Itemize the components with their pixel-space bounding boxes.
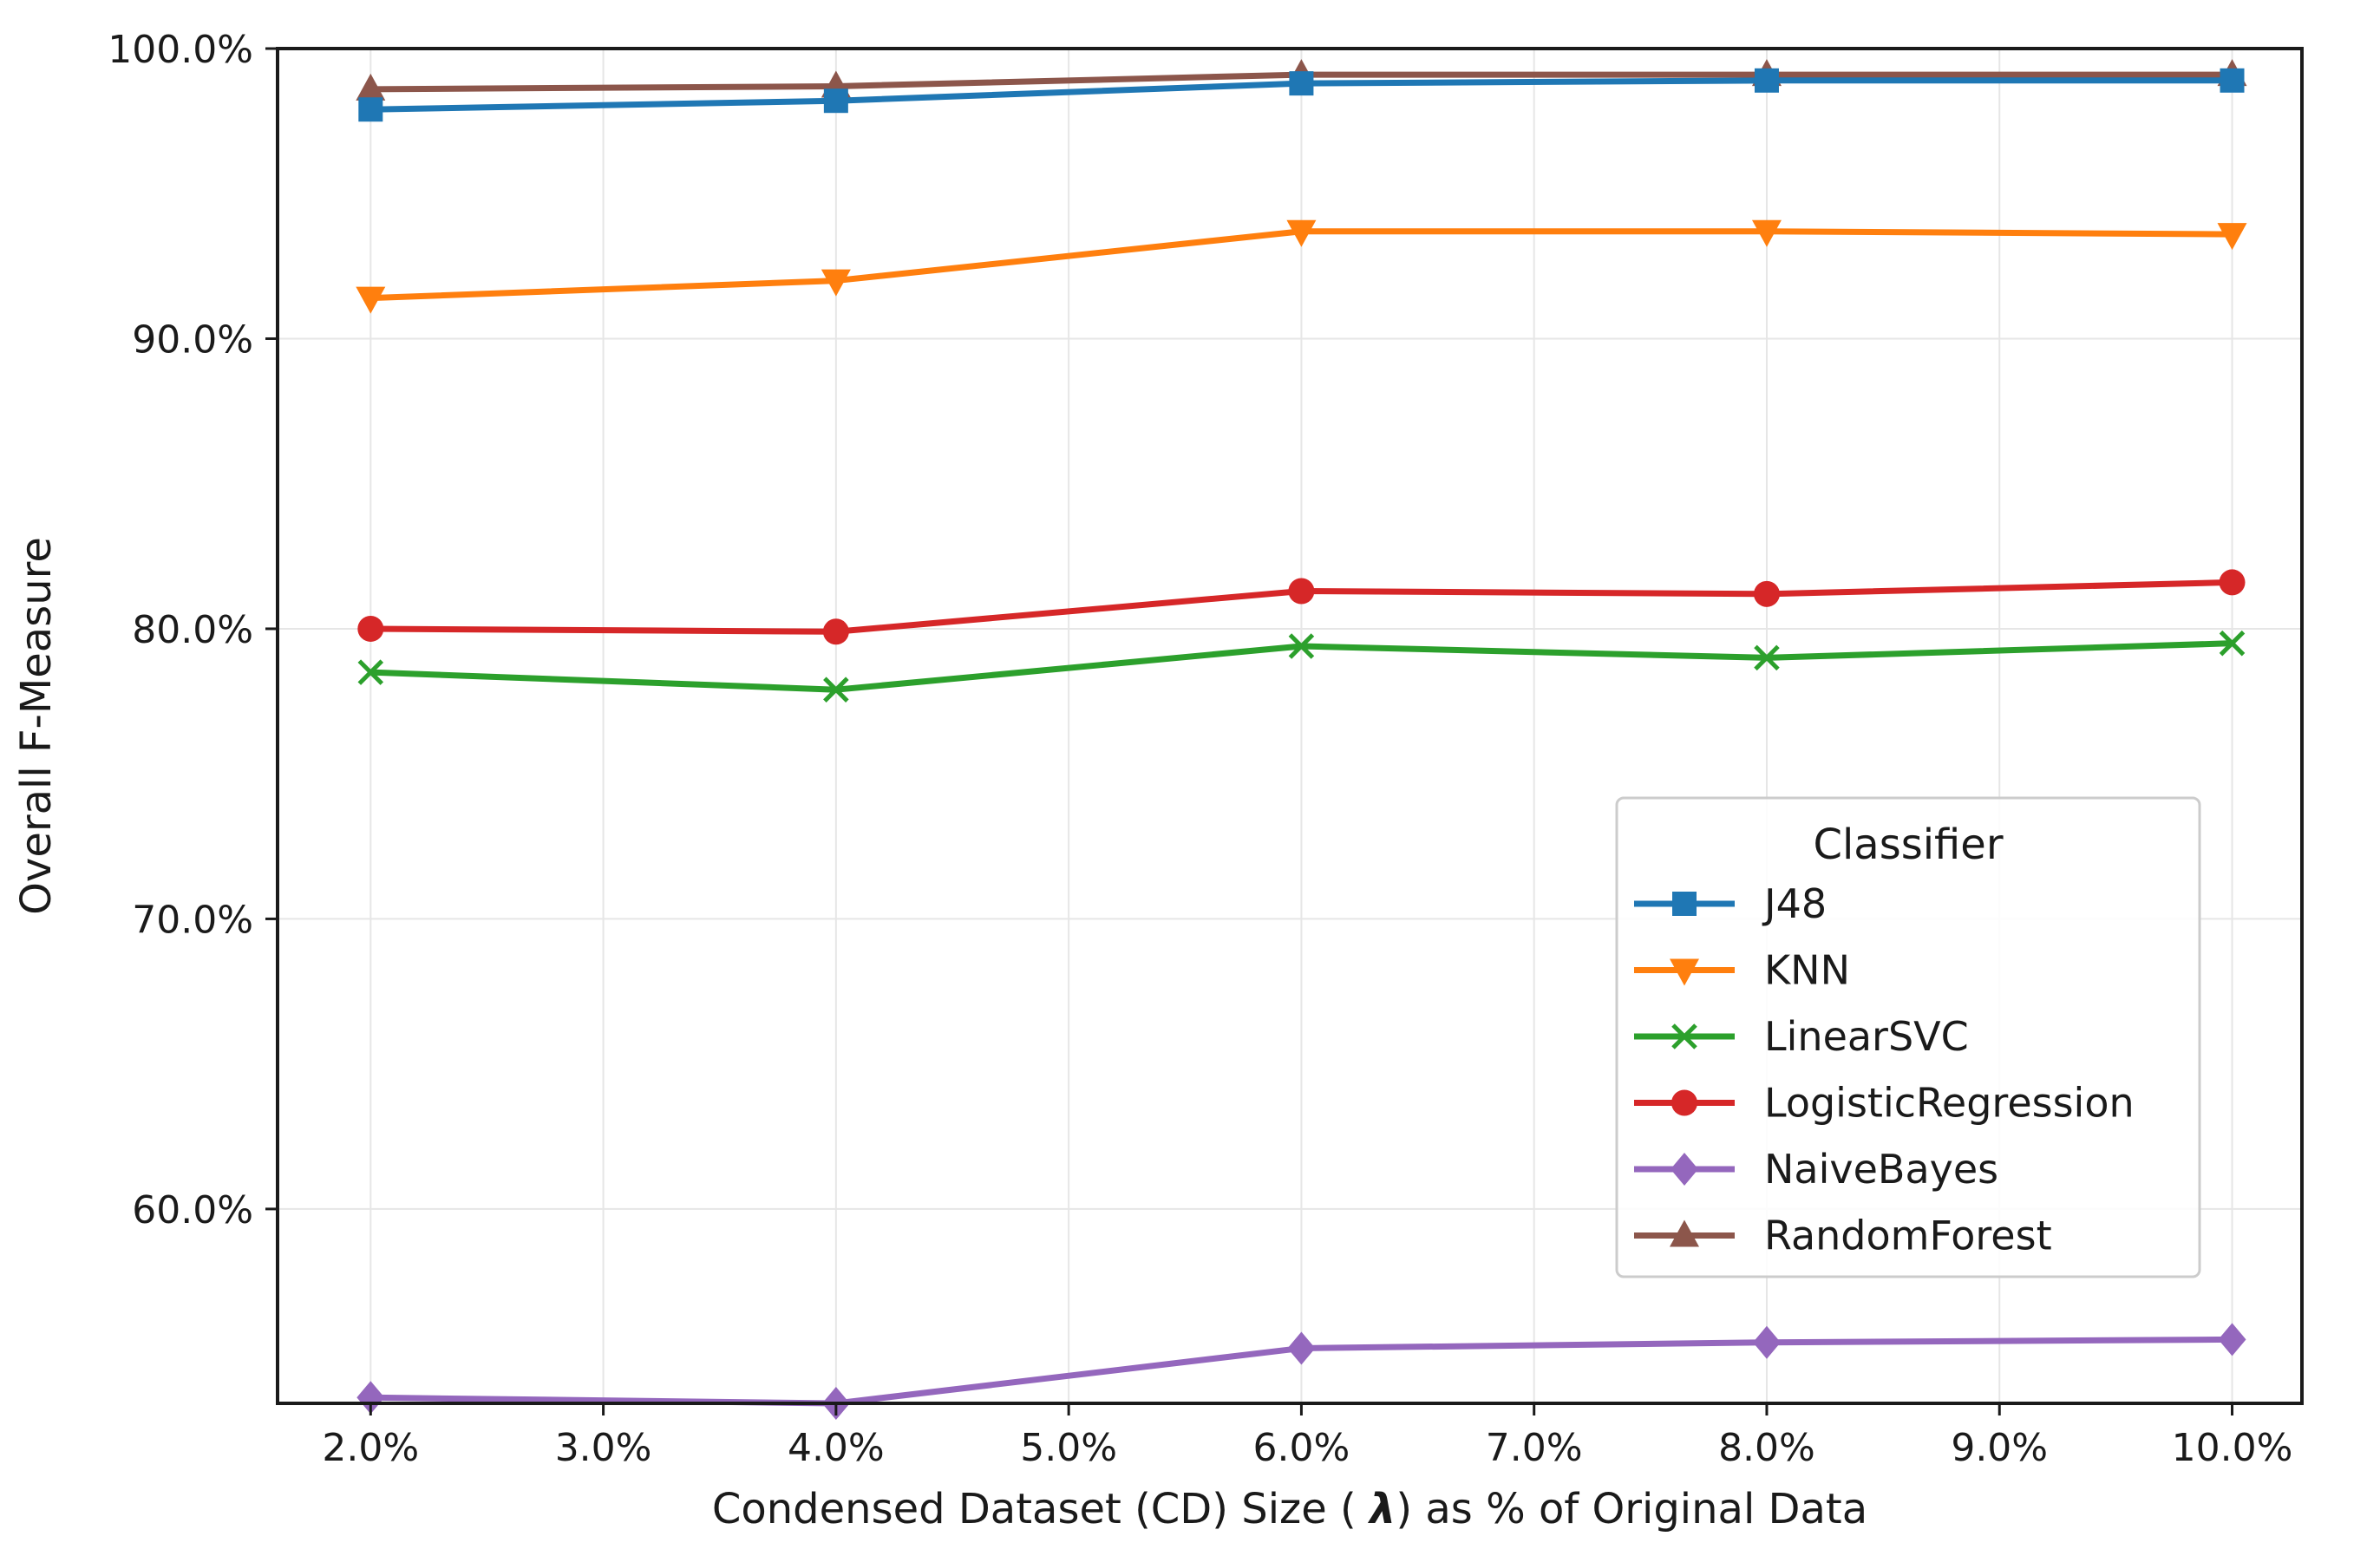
- legend-items: J48 KNN LinearSVC LogisticRegression NaiveBa…: [1634, 880, 2135, 1259]
- data-point-logisticregression: [1288, 578, 1315, 605]
- x-tick-label: 5.0%: [1020, 1426, 1117, 1470]
- series-linearsvc: [357, 630, 2246, 703]
- data-point-linearsvc: [1754, 644, 1780, 671]
- legend-label: RandomForest: [1764, 1213, 2052, 1259]
- legend: Classifier J48 KNN LinearSVC LogisticRegres…: [1615, 796, 2201, 1278]
- data-point-naivebayes: [1752, 1325, 1781, 1359]
- data-point-linearsvc: [823, 677, 849, 703]
- data-point-knn: [1751, 219, 1782, 247]
- x-tick-label: 9.0%: [1951, 1426, 2048, 1470]
- y-axis-label: Overall F-Measure: [12, 537, 61, 915]
- legend-title: Classifier: [1813, 820, 2003, 869]
- legend-label: NaiveBayes: [1764, 1146, 1998, 1193]
- legend-swatch-marker: [1671, 1153, 1698, 1186]
- plot-frame: [276, 47, 2304, 1405]
- legend-swatch-marker: [1671, 1089, 1697, 1116]
- series-logisticregression: [357, 569, 2246, 645]
- series-naivebayes: [356, 1323, 2246, 1420]
- legend-item-j48: J48: [1634, 880, 1827, 927]
- data-point-logisticregression: [2219, 569, 2246, 596]
- x-tick-label: 2.0%: [322, 1426, 419, 1470]
- data-point-knn: [1286, 219, 1317, 247]
- data-point-j48: [1289, 71, 1314, 96]
- x-tick-label: 4.0%: [788, 1426, 885, 1470]
- data-point-linearsvc: [1288, 633, 1315, 659]
- data-point-logisticregression: [822, 618, 849, 645]
- data-point-linearsvc: [2219, 630, 2246, 657]
- y-tick-label: 70.0%: [132, 898, 253, 942]
- y-tick-label: 60.0%: [132, 1188, 253, 1232]
- legend-swatch-marker: [1672, 892, 1697, 916]
- x-tick-label: 6.0%: [1253, 1426, 1350, 1470]
- y-tick-label: 100.0%: [108, 28, 253, 72]
- x-tick-label: 7.0%: [1486, 1426, 1583, 1470]
- legend-swatch-marker: [1671, 1023, 1697, 1049]
- legend-label: J48: [1762, 880, 1827, 927]
- data-point-logisticregression: [1753, 580, 1780, 607]
- data-point-naivebayes: [1287, 1331, 1316, 1365]
- x-tick-label: 10.0%: [2172, 1426, 2293, 1470]
- legend-box: [1615, 796, 2201, 1278]
- data-point-j48: [2220, 68, 2245, 93]
- data-point-j48: [358, 97, 383, 122]
- legend-swatch-marker: [1670, 1219, 1699, 1247]
- x-tick-label: 8.0%: [1718, 1426, 1815, 1470]
- legend-item-naivebayes: NaiveBayes: [1634, 1146, 1998, 1193]
- y-tick-label: 80.0%: [132, 608, 253, 652]
- axes: 2.0% 3.0% 4.0% 5.0% 6.0% 7.0% 8.0% 9.0% 10.0% 60.…: [108, 28, 2292, 1470]
- legend-label: LinearSVC: [1764, 1013, 1969, 1060]
- x-axis-label: Condensed Dataset (CD) Size ( λ) as % of…: [712, 1485, 1867, 1533]
- legend-swatch-marker: [1670, 958, 1699, 986]
- legend-item-randomforest: RandomForest: [1634, 1213, 2052, 1259]
- data-point-knn: [821, 269, 851, 297]
- legend-item-knn: KNN: [1634, 947, 1850, 994]
- legend-label: LogisticRegression: [1764, 1080, 2135, 1127]
- data-point-randomforest: [356, 73, 386, 101]
- data-point-naivebayes: [2218, 1323, 2246, 1357]
- x-tick-label: 3.0%: [555, 1426, 652, 1470]
- legend-item-linearsvc: LinearSVC: [1634, 1013, 1969, 1060]
- data-point-j48: [823, 88, 848, 114]
- data-point-linearsvc: [357, 659, 384, 685]
- data-point-knn: [356, 286, 386, 314]
- series-knn: [356, 219, 2247, 314]
- legend-label: KNN: [1764, 947, 1850, 994]
- data-point-j48: [1754, 68, 1779, 93]
- data-point-logisticregression: [357, 615, 384, 642]
- data-point-knn: [2217, 223, 2247, 251]
- y-tick-label: 90.0%: [132, 317, 253, 362]
- data-point-naivebayes: [356, 1381, 385, 1415]
- legend-item-logisticregression: LogisticRegression: [1634, 1080, 2135, 1127]
- series-j48: [358, 68, 2245, 122]
- series-layer: [356, 59, 2247, 1420]
